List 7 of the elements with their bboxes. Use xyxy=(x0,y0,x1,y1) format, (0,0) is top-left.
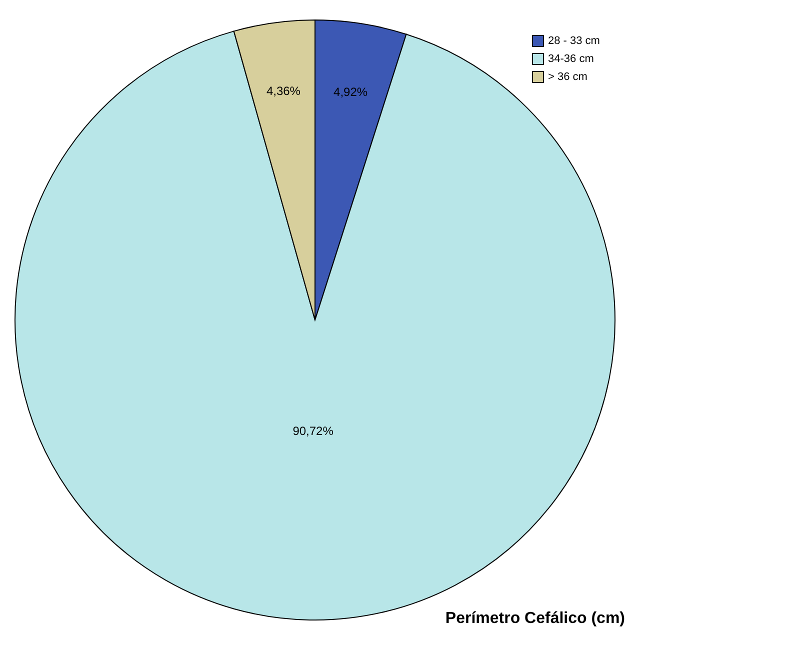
data-label: 4,92% xyxy=(334,84,368,99)
data-label: 4,36% xyxy=(266,84,301,98)
data-label: 90,72% xyxy=(292,424,334,438)
legend-label: 34-36 cm xyxy=(548,53,594,65)
text: Perímetro Cefálico (cm) xyxy=(445,610,625,627)
legend-label: > 36 cm xyxy=(548,71,588,83)
legend-label: 28 - 33 cm xyxy=(548,35,600,47)
